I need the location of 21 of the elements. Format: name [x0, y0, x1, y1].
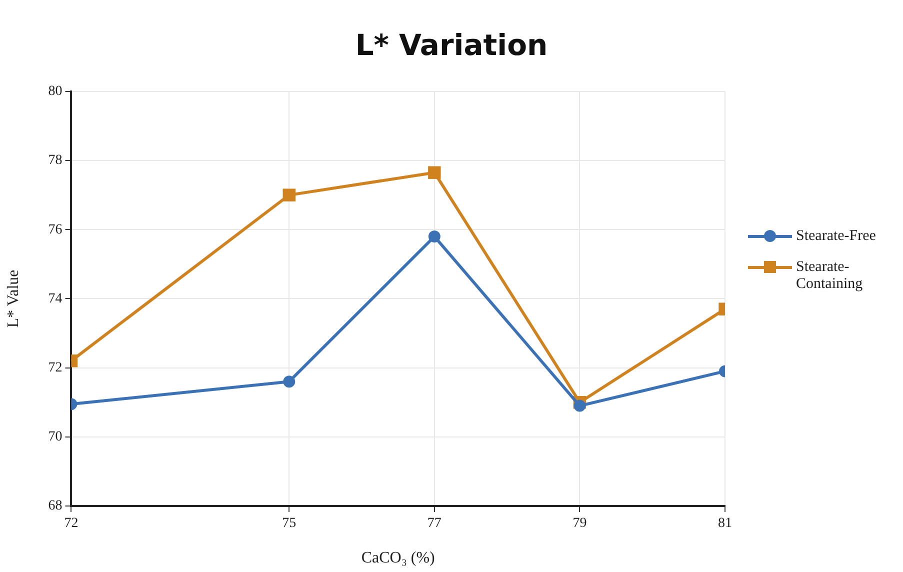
y-axis-title: L* Value: [4, 270, 22, 328]
y-tick-label: 74: [48, 291, 62, 306]
chart-title: L* Variation: [354, 28, 549, 62]
x-tick-label: 79: [572, 516, 587, 532]
y-tick-label: 72: [48, 360, 62, 376]
legend-label: Stearate-Free: [796, 228, 876, 245]
point: [428, 230, 440, 243]
x-tick-label: 72: [64, 516, 78, 532]
y-tick-label: 68: [48, 498, 62, 514]
point: [283, 376, 296, 388]
x-axis-title: CaCO₃ (%): [361, 550, 435, 567]
point: [428, 166, 441, 179]
y-tick-label: 70: [48, 430, 62, 445]
x-tick-label: 81: [718, 516, 732, 532]
x-tick-label: 77: [427, 516, 442, 532]
y-tick-label: 80: [48, 84, 62, 100]
legend-label: Stearate-Containing: [796, 259, 864, 293]
point: [282, 188, 296, 202]
y-tick-label: 78: [48, 153, 62, 168]
x-tick-label: 75: [282, 516, 296, 532]
y-tick-label: 76: [48, 222, 62, 238]
